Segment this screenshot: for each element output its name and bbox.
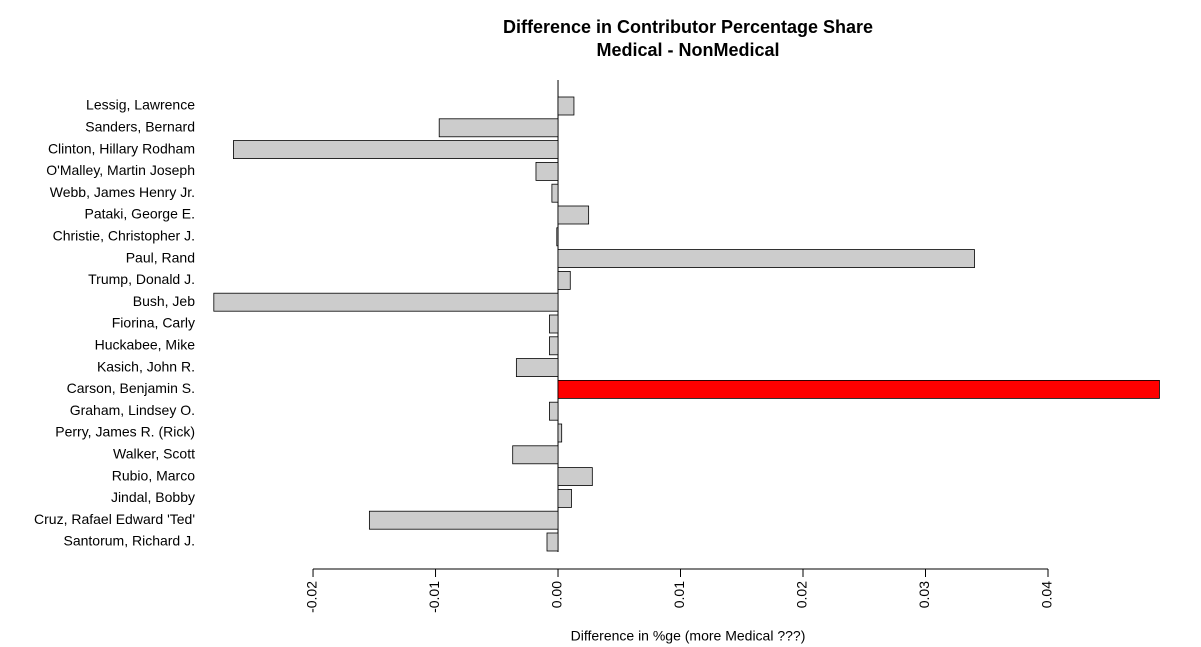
y-tick-label: Kasich, John R.	[97, 358, 195, 374]
y-tick-label: O'Malley, Martin Joseph	[46, 162, 195, 178]
y-tick-label: Carson, Benjamin S.	[67, 380, 195, 396]
bar	[557, 379, 1160, 399]
bar	[557, 467, 593, 487]
y-tick-label: Lessig, Lawrence	[86, 97, 195, 113]
x-tick-label: 0.02	[794, 581, 810, 608]
bar	[549, 336, 559, 356]
bar	[557, 96, 575, 116]
bar	[368, 510, 559, 530]
bar	[213, 292, 559, 312]
y-tick-label: Sanders, Bernard	[85, 119, 195, 135]
x-tick-label: -0.01	[426, 581, 442, 613]
bar	[557, 270, 571, 290]
chart-title: Difference in Contributor Percentage Sha…	[503, 17, 873, 37]
bar	[557, 205, 590, 225]
y-tick-label: Huckabee, Mike	[95, 337, 196, 353]
bar	[557, 423, 563, 443]
y-tick-label: Pataki, George E.	[84, 206, 195, 222]
bar	[438, 118, 559, 138]
y-tick-label: Graham, Lindsey O.	[70, 402, 195, 418]
y-tick-label: Walker, Scott	[113, 446, 195, 462]
y-tick-label: Santorum, Richard J.	[64, 533, 196, 549]
x-tick-label: 0.01	[671, 581, 687, 608]
bar	[557, 488, 572, 508]
bar	[557, 249, 975, 269]
bar	[512, 445, 559, 465]
bar	[549, 314, 559, 334]
y-tick-label: Rubio, Marco	[112, 467, 195, 483]
y-tick-label: Jindal, Bobby	[111, 489, 195, 505]
bar	[551, 183, 559, 203]
y-tick-label: Clinton, Hillary Rodham	[48, 140, 195, 156]
bar	[515, 358, 559, 378]
y-tick-label: Fiorina, Carly	[112, 315, 195, 331]
y-tick-label: Cruz, Rafael Edward 'Ted'	[34, 511, 195, 527]
x-tick-label: -0.02	[304, 581, 320, 613]
y-tick-label: Christie, Christopher J.	[53, 228, 195, 244]
y-tick-label: Bush, Jeb	[133, 293, 195, 309]
y-tick-label: Perry, James R. (Rick)	[55, 424, 195, 440]
chart-subtitle: Medical - NonMedical	[596, 40, 779, 60]
bar	[535, 161, 559, 181]
bar	[549, 401, 559, 421]
bar	[233, 140, 559, 160]
x-tick-label: 0.00	[549, 581, 565, 608]
bar	[546, 532, 559, 552]
x-tick-label: 0.04	[1039, 581, 1055, 608]
y-tick-label: Webb, James Henry Jr.	[50, 184, 195, 200]
y-tick-label: Trump, Donald J.	[88, 271, 195, 287]
y-tick-label: Paul, Rand	[126, 249, 195, 265]
x-tick-label: 0.03	[916, 581, 932, 608]
bar	[556, 227, 559, 247]
x-axis-label: Difference in %ge (more Medical ???)	[571, 628, 806, 644]
